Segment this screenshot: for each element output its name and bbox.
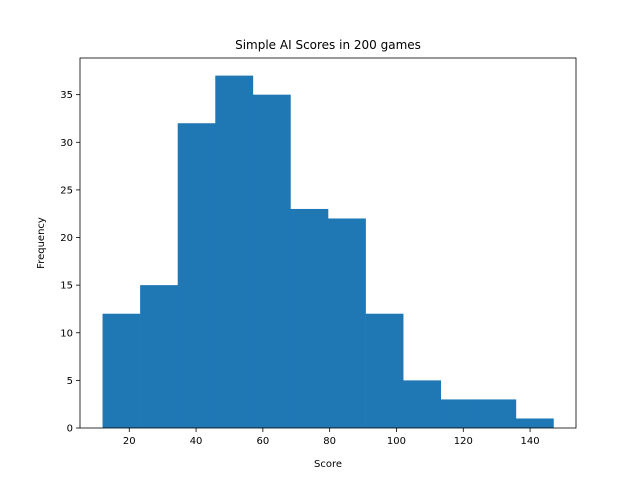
- histogram-bar: [365, 313, 404, 428]
- y-tick-label: 25: [60, 185, 73, 196]
- histogram-bar: [140, 285, 178, 428]
- histogram-bar: [290, 208, 329, 428]
- histogram-bar: [515, 418, 554, 428]
- x-tick-label: 120: [454, 436, 473, 447]
- x-tick-label: 60: [257, 436, 270, 447]
- histogram-bar: [328, 218, 366, 428]
- histogram-bar: [177, 123, 216, 428]
- y-tick-label: 35: [60, 90, 73, 101]
- histogram-bar: [440, 399, 479, 428]
- x-axis-label: Score: [314, 459, 342, 470]
- bar-group: [102, 75, 554, 429]
- axes: [79, 57, 577, 429]
- histogram-bar: [215, 75, 254, 428]
- x-tick-label: 140: [521, 436, 540, 447]
- histogram-bar: [252, 94, 291, 429]
- y-tick-label: 5: [67, 376, 73, 387]
- histogram-bar: [403, 380, 442, 428]
- x-tick-label: 80: [323, 436, 336, 447]
- histogram-bar: [102, 313, 141, 428]
- y-tick-label: 20: [60, 233, 73, 244]
- x-axis-ticks: 20 40 60 80 100 120 140: [123, 428, 540, 447]
- x-tick-label: 20: [123, 436, 136, 447]
- y-tick-label: 10: [60, 328, 73, 339]
- y-axis-ticks: 0 5 10 15 20 25 30 35: [60, 90, 80, 435]
- axes-frame: [79, 57, 577, 429]
- chart-title: Simple AI Scores in 200 games: [235, 38, 421, 52]
- y-tick-label: 0: [67, 424, 73, 435]
- y-axis-label: Frequency: [36, 217, 47, 269]
- y-tick-label: 30: [60, 138, 73, 149]
- x-tick-label: 100: [387, 436, 406, 447]
- histogram-bar: [478, 399, 517, 428]
- x-tick-label: 40: [190, 436, 203, 447]
- y-tick-label: 15: [60, 281, 73, 292]
